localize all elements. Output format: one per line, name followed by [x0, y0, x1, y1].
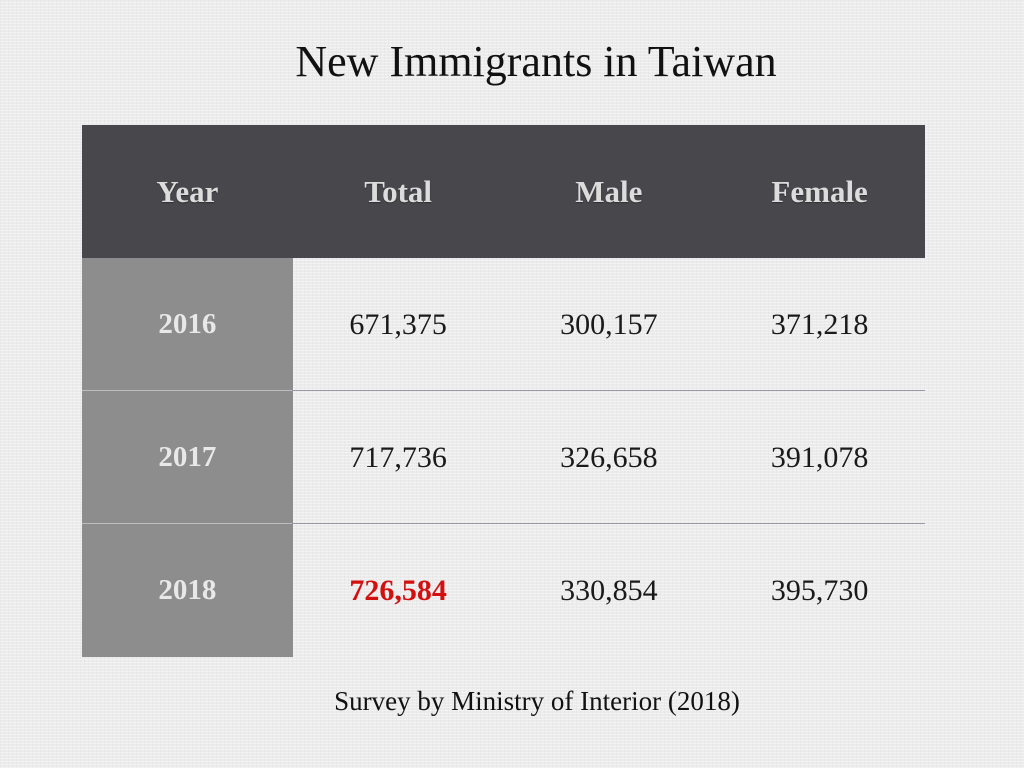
total-cell-highlighted: 726,584 — [349, 573, 447, 607]
header-total: Total — [364, 173, 433, 209]
total-cell: 671,375 — [349, 307, 447, 341]
male-cell: 330,854 — [560, 573, 658, 607]
female-cell: 395,730 — [770, 573, 869, 607]
male-cell: 326,658 — [560, 440, 658, 474]
female-cell: 371,218 — [770, 307, 869, 341]
table-row: 2017 717,736 326,658 391,078 — [82, 391, 925, 524]
table-row: 2016 671,375 300,157 371,218 — [82, 258, 925, 391]
year-cell: 2017 — [82, 391, 293, 524]
immigrants-table: Year Total Male Female 2016 671,375 300,… — [82, 125, 925, 657]
slide-title: New Immigrants in Taiwan — [295, 37, 777, 86]
year-cell: 2018 — [82, 524, 293, 657]
header-year: Year — [156, 173, 219, 209]
year-cell: 2016 — [82, 258, 293, 391]
total-cell: 717,736 — [349, 440, 447, 474]
female-cell: 391,078 — [770, 440, 869, 474]
header-male: Male — [575, 173, 643, 209]
source-caption: Survey by Ministry of Interior (2018) — [334, 686, 740, 716]
table-row: 2018 726,584 330,854 395,730 — [82, 524, 925, 657]
table-header-row: Year Total Male Female — [82, 125, 925, 258]
header-female: Female — [771, 173, 868, 209]
male-cell: 300,157 — [560, 307, 658, 341]
